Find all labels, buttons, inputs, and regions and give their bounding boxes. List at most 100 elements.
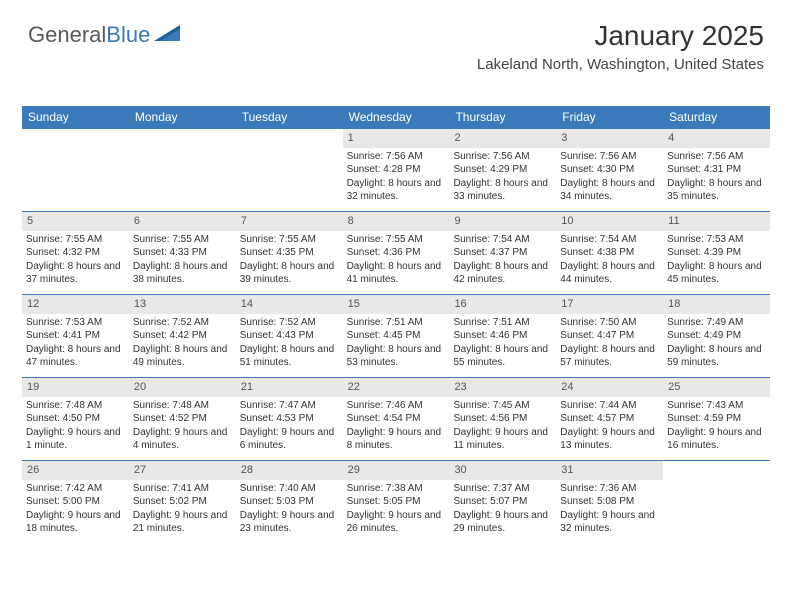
week-row: 1Sunrise: 7:56 AMSunset: 4:28 PMDaylight… (22, 128, 770, 211)
sunrise-text: Sunrise: 7:44 AM (560, 399, 659, 413)
day-detail: Sunrise: 7:52 AMSunset: 4:43 PMDaylight:… (236, 314, 343, 374)
sunset-text: Sunset: 4:52 PM (133, 412, 232, 426)
daylight-text: Daylight: 9 hours and 29 minutes. (453, 509, 552, 536)
sunset-text: Sunset: 4:43 PM (240, 329, 339, 343)
day-detail: Sunrise: 7:45 AMSunset: 4:56 PMDaylight:… (449, 397, 556, 457)
day-cell: 31Sunrise: 7:36 AMSunset: 5:08 PMDayligh… (556, 461, 663, 543)
sunset-text: Sunset: 4:37 PM (453, 246, 552, 260)
header: January 2025 Lakeland North, Washington,… (477, 20, 764, 73)
daylight-text: Daylight: 8 hours and 37 minutes. (26, 260, 125, 287)
sunrise-text: Sunrise: 7:50 AM (560, 316, 659, 330)
daylight-text: Daylight: 8 hours and 41 minutes. (347, 260, 446, 287)
day-detail: Sunrise: 7:48 AMSunset: 4:50 PMDaylight:… (22, 397, 129, 457)
sunset-text: Sunset: 4:35 PM (240, 246, 339, 260)
day-number: 7 (236, 212, 343, 231)
day-detail: Sunrise: 7:56 AMSunset: 4:28 PMDaylight:… (343, 148, 450, 208)
sunset-text: Sunset: 4:49 PM (667, 329, 766, 343)
day-detail: Sunrise: 7:56 AMSunset: 4:31 PMDaylight:… (663, 148, 770, 208)
day-cell: 24Sunrise: 7:44 AMSunset: 4:57 PMDayligh… (556, 378, 663, 460)
day-number: 13 (129, 295, 236, 314)
day-number: 1 (343, 129, 450, 148)
sunset-text: Sunset: 5:02 PM (133, 495, 232, 509)
daylight-text: Daylight: 9 hours and 32 minutes. (560, 509, 659, 536)
sunrise-text: Sunrise: 7:37 AM (453, 482, 552, 496)
day-detail: Sunrise: 7:55 AMSunset: 4:32 PMDaylight:… (22, 231, 129, 291)
daylight-text: Daylight: 9 hours and 23 minutes. (240, 509, 339, 536)
day-detail: Sunrise: 7:55 AMSunset: 4:35 PMDaylight:… (236, 231, 343, 291)
day-number: 21 (236, 378, 343, 397)
day-cell: 10Sunrise: 7:54 AMSunset: 4:38 PMDayligh… (556, 212, 663, 294)
weekday-header-row: SundayMondayTuesdayWednesdayThursdayFrid… (22, 106, 770, 128)
day-number: 31 (556, 461, 663, 480)
day-cell: 12Sunrise: 7:53 AMSunset: 4:41 PMDayligh… (22, 295, 129, 377)
month-title: January 2025 (477, 20, 764, 52)
sunset-text: Sunset: 4:39 PM (667, 246, 766, 260)
sunrise-text: Sunrise: 7:55 AM (347, 233, 446, 247)
day-detail: Sunrise: 7:43 AMSunset: 4:59 PMDaylight:… (663, 397, 770, 457)
daylight-text: Daylight: 8 hours and 39 minutes. (240, 260, 339, 287)
day-detail: Sunrise: 7:36 AMSunset: 5:08 PMDaylight:… (556, 480, 663, 540)
day-detail: Sunrise: 7:41 AMSunset: 5:02 PMDaylight:… (129, 480, 236, 540)
sunrise-text: Sunrise: 7:54 AM (453, 233, 552, 247)
daylight-text: Daylight: 9 hours and 11 minutes. (453, 426, 552, 453)
day-detail: Sunrise: 7:38 AMSunset: 5:05 PMDaylight:… (343, 480, 450, 540)
sunrise-text: Sunrise: 7:43 AM (667, 399, 766, 413)
weekday-header: Friday (556, 106, 663, 128)
day-number: 16 (449, 295, 556, 314)
sunrise-text: Sunrise: 7:56 AM (667, 150, 766, 164)
daylight-text: Daylight: 8 hours and 59 minutes. (667, 343, 766, 370)
sunrise-text: Sunrise: 7:49 AM (667, 316, 766, 330)
calendar-grid: SundayMondayTuesdayWednesdayThursdayFrid… (22, 106, 770, 543)
day-detail: Sunrise: 7:53 AMSunset: 4:39 PMDaylight:… (663, 231, 770, 291)
day-detail: Sunrise: 7:40 AMSunset: 5:03 PMDaylight:… (236, 480, 343, 540)
daylight-text: Daylight: 9 hours and 26 minutes. (347, 509, 446, 536)
sunset-text: Sunset: 4:47 PM (560, 329, 659, 343)
day-cell: 22Sunrise: 7:46 AMSunset: 4:54 PMDayligh… (343, 378, 450, 460)
day-cell: 27Sunrise: 7:41 AMSunset: 5:02 PMDayligh… (129, 461, 236, 543)
sunset-text: Sunset: 5:08 PM (560, 495, 659, 509)
day-cell: 7Sunrise: 7:55 AMSunset: 4:35 PMDaylight… (236, 212, 343, 294)
day-number: 4 (663, 129, 770, 148)
week-row: 26Sunrise: 7:42 AMSunset: 5:00 PMDayligh… (22, 460, 770, 543)
day-number: 19 (22, 378, 129, 397)
day-number: 11 (663, 212, 770, 231)
sunset-text: Sunset: 4:41 PM (26, 329, 125, 343)
daylight-text: Daylight: 9 hours and 4 minutes. (133, 426, 232, 453)
day-cell: 1Sunrise: 7:56 AMSunset: 4:28 PMDaylight… (343, 129, 450, 211)
day-detail: Sunrise: 7:56 AMSunset: 4:29 PMDaylight:… (449, 148, 556, 208)
day-detail: Sunrise: 7:42 AMSunset: 5:00 PMDaylight:… (22, 480, 129, 540)
daylight-text: Daylight: 8 hours and 38 minutes. (133, 260, 232, 287)
sunrise-text: Sunrise: 7:55 AM (26, 233, 125, 247)
sunset-text: Sunset: 4:53 PM (240, 412, 339, 426)
day-detail: Sunrise: 7:54 AMSunset: 4:38 PMDaylight:… (556, 231, 663, 291)
logo-general: General (28, 22, 106, 47)
day-detail: Sunrise: 7:55 AMSunset: 4:33 PMDaylight:… (129, 231, 236, 291)
weekday-header: Thursday (449, 106, 556, 128)
day-number: 9 (449, 212, 556, 231)
day-detail: Sunrise: 7:47 AMSunset: 4:53 PMDaylight:… (236, 397, 343, 457)
sunrise-text: Sunrise: 7:51 AM (453, 316, 552, 330)
sunset-text: Sunset: 5:07 PM (453, 495, 552, 509)
sunrise-text: Sunrise: 7:52 AM (133, 316, 232, 330)
daylight-text: Daylight: 9 hours and 1 minute. (26, 426, 125, 453)
day-cell: 16Sunrise: 7:51 AMSunset: 4:46 PMDayligh… (449, 295, 556, 377)
week-row: 5Sunrise: 7:55 AMSunset: 4:32 PMDaylight… (22, 211, 770, 294)
day-number: 17 (556, 295, 663, 314)
daylight-text: Daylight: 8 hours and 49 minutes. (133, 343, 232, 370)
sunrise-text: Sunrise: 7:38 AM (347, 482, 446, 496)
sunrise-text: Sunrise: 7:56 AM (347, 150, 446, 164)
sunrise-text: Sunrise: 7:48 AM (133, 399, 232, 413)
sunrise-text: Sunrise: 7:40 AM (240, 482, 339, 496)
daylight-text: Daylight: 8 hours and 45 minutes. (667, 260, 766, 287)
sunset-text: Sunset: 4:45 PM (347, 329, 446, 343)
day-cell: 28Sunrise: 7:40 AMSunset: 5:03 PMDayligh… (236, 461, 343, 543)
day-number: 26 (22, 461, 129, 480)
daylight-text: Daylight: 8 hours and 35 minutes. (667, 177, 766, 204)
day-cell (129, 129, 236, 211)
sunset-text: Sunset: 4:54 PM (347, 412, 446, 426)
day-detail: Sunrise: 7:55 AMSunset: 4:36 PMDaylight:… (343, 231, 450, 291)
weekday-header: Sunday (22, 106, 129, 128)
sunrise-text: Sunrise: 7:47 AM (240, 399, 339, 413)
day-number: 6 (129, 212, 236, 231)
sunset-text: Sunset: 4:29 PM (453, 163, 552, 177)
